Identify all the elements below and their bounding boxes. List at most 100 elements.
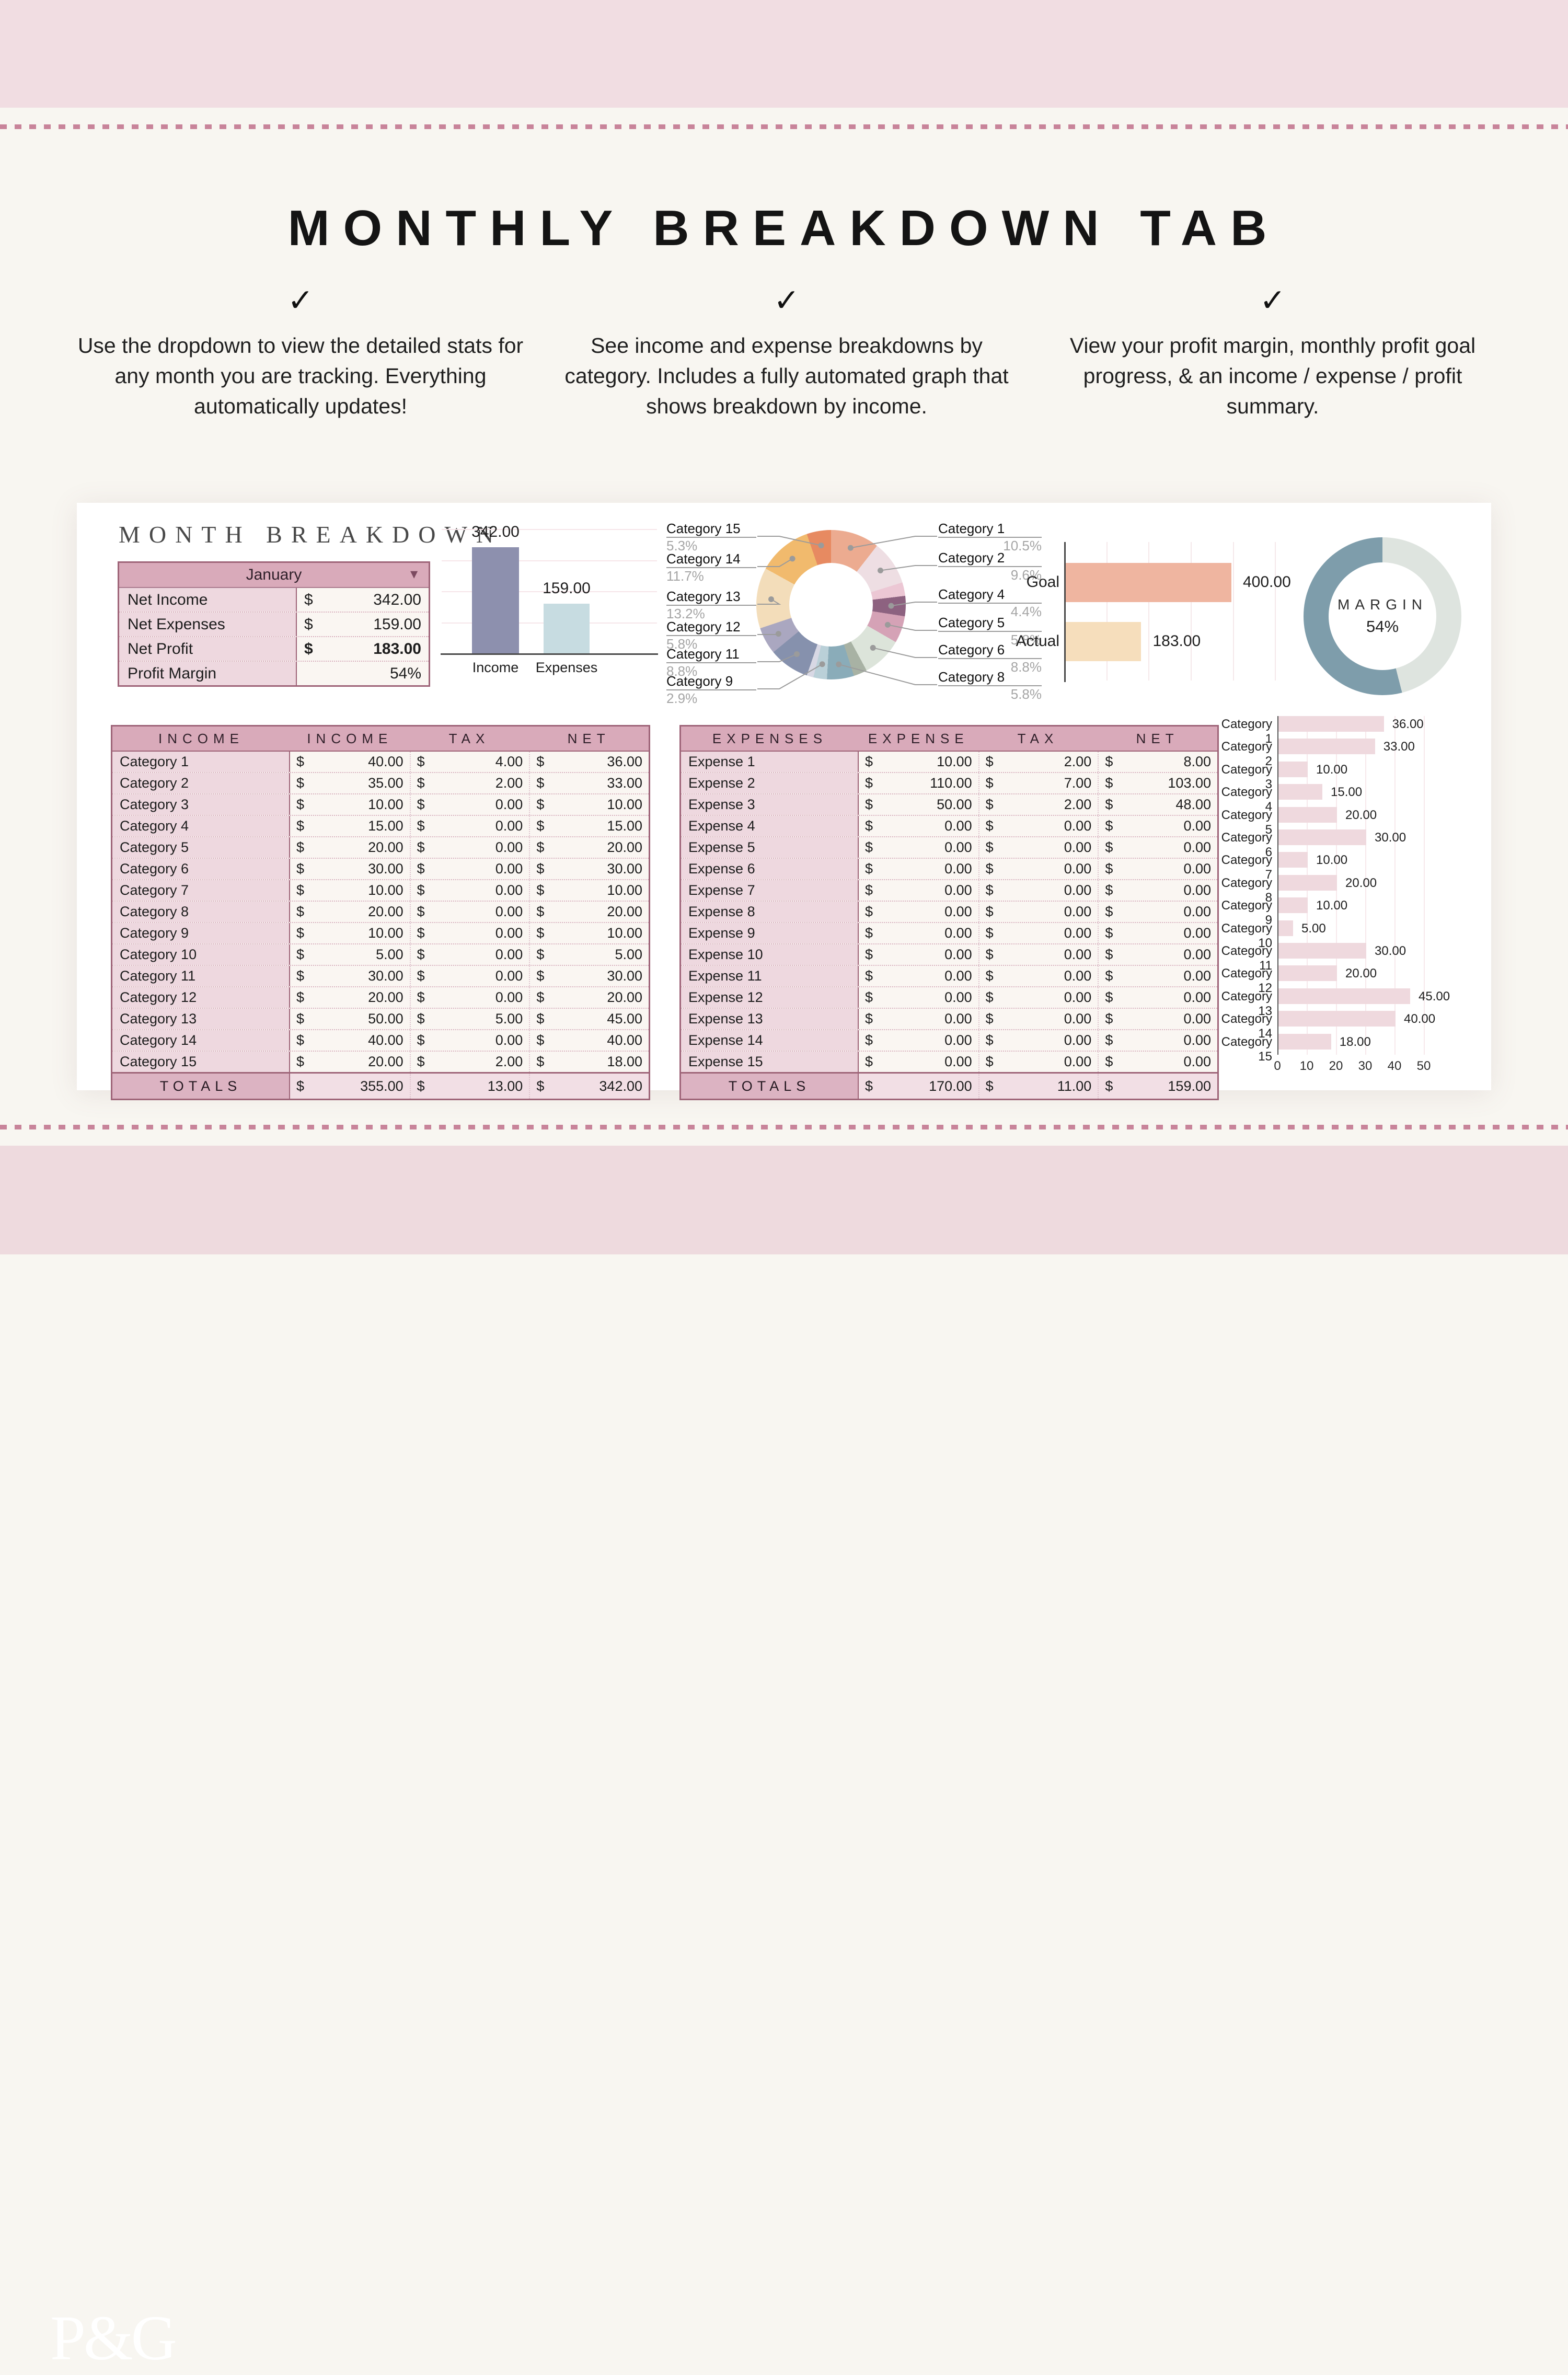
amount-cell: $110.00 (859, 773, 978, 793)
row-label-cell: Expense 11 (681, 966, 859, 986)
amount-value: 20.00 (368, 839, 403, 855)
axis-category-label: Goal (1026, 573, 1059, 591)
donut-label-category-5: Category 5 5.8% (938, 616, 1042, 647)
currency-symbol: $ (536, 754, 545, 769)
donut-label-name: Category 6 (938, 642, 1005, 658)
gridline (1191, 542, 1192, 681)
currency-symbol: $ (296, 839, 305, 855)
bar-category-label: Category 7 (1221, 853, 1272, 882)
amount-cell: $5.00 (409, 1009, 529, 1029)
currency-symbol: $ (296, 989, 305, 1005)
currency-symbol: $ (417, 1011, 425, 1027)
amount-cell: $5.00 (290, 944, 410, 965)
totals-amount-cell: $159.00 (1098, 1074, 1217, 1099)
row-label-cell: Expense 13 (681, 1009, 859, 1029)
column-header: INCOME (158, 730, 244, 746)
amount-value: 0.00 (495, 904, 523, 919)
donut-label-pct: 9.6% (1010, 567, 1042, 583)
row-label-cell: Category 5 (112, 837, 290, 858)
amount-cell: $30.00 (529, 966, 649, 986)
table-row: Category 4 $15.00 $0.00 $15.00 (112, 815, 649, 836)
bar-value-label: 10.00 (1316, 762, 1348, 777)
x-axis-line (441, 653, 658, 655)
totals-amount-cell: $170.00 (859, 1074, 978, 1099)
amount-cell: $20.00 (529, 902, 649, 922)
donut-label-pct: 11.7% (666, 568, 704, 584)
currency-symbol: $ (296, 861, 305, 877)
donut-label-name: Category 4 (938, 586, 1005, 602)
currency-symbol: $ (417, 925, 425, 941)
currency-symbol: $ (985, 925, 994, 941)
month-dropdown[interactable]: January ▼ (119, 563, 429, 588)
spreadsheet-screenshot-card: MONTH BREAKDOWN January ▼ Net Income $342… (77, 503, 1491, 1100)
bar-category-8 (1278, 874, 1337, 891)
chevron-down-icon: ▼ (408, 567, 420, 582)
currency-symbol: $ (985, 839, 994, 855)
bar-value-label: 20.00 (1345, 966, 1377, 981)
amount-value: 2.00 (495, 775, 523, 791)
donut-label-category-2: Category 2 9.6% (938, 551, 1042, 582)
bar-category-15 (1278, 1033, 1331, 1050)
amount-value: 342.00 (599, 1078, 642, 1094)
bar-value-label: 5.00 (1301, 921, 1326, 936)
currency-symbol: $ (985, 882, 994, 898)
page-title: MONTHLY BREAKDOWN TAB (287, 200, 1281, 257)
amount-cell: $10.00 (529, 923, 649, 943)
row-label-cell: Expense 15 (681, 1052, 859, 1072)
donut-label-name: Category 11 (666, 646, 740, 662)
table-row: Expense 2 $110.00 $7.00 $103.00 (681, 772, 1217, 793)
table-row: Category 12 $20.00 $0.00 $20.00 (112, 986, 649, 1008)
category-donut-chart: Category 15 5.3% Category 14 11.7% Category … (652, 512, 1070, 721)
amount-value: 0.00 (1064, 904, 1092, 919)
amount-cell: $30.00 (290, 859, 410, 879)
amount-cell: $0.00 (409, 944, 529, 965)
column-header: NET (1136, 730, 1179, 746)
currency-symbol: $ (296, 968, 305, 984)
bar-category-14 (1278, 1011, 1396, 1027)
currency-symbol: $ (865, 775, 873, 791)
bar-category-13 (1278, 988, 1410, 1004)
amount-cell: $0.00 (859, 966, 978, 986)
amount-value: 0.00 (1183, 968, 1211, 984)
bar-value-label: 33.00 (1383, 740, 1415, 754)
row-label-cell: Expense 8 (681, 902, 859, 922)
donut-label-pct: 13.2% (666, 606, 705, 621)
amount-value: 0.00 (944, 882, 972, 898)
table-row: Expense 12 $0.00 $0.00 $0.00 (681, 986, 1217, 1008)
amount-cell: $0.00 (859, 837, 978, 858)
check-icon: ✓ (287, 283, 314, 318)
donut-label-pct: 8.8% (1010, 659, 1042, 675)
currency-symbol: $ (417, 904, 425, 919)
totals-row: TOTALS $355.00 $13.00 $342.00 (112, 1072, 649, 1099)
bar-value-label: 10.00 (1316, 898, 1348, 913)
column-header: EXPENSE (868, 730, 969, 746)
amount-cell: $0.00 (978, 923, 1098, 943)
amount-cell: $10.00 (290, 923, 410, 943)
amount-value: 0.00 (1064, 861, 1092, 877)
bar-value-label: 342.00 (471, 523, 520, 540)
bar-category-label: Category 6 (1221, 831, 1272, 859)
x-axis-tick-label: 50 (1416, 1059, 1431, 1073)
currency-symbol: $ (985, 968, 994, 984)
amount-value: 18.00 (607, 1054, 642, 1069)
donut-label-rule (938, 603, 1042, 604)
amount-cell: $5.00 (529, 944, 649, 965)
currency-symbol: $ (1105, 882, 1113, 898)
currency-symbol: $ (865, 882, 873, 898)
amount-value: 5.00 (615, 947, 642, 962)
amount-cell: $2.00 (978, 752, 1098, 772)
amount-cell: $0.00 (978, 837, 1098, 858)
table-row: Expense 9 $0.00 $0.00 $0.00 (681, 922, 1217, 943)
amount-value: 20.00 (607, 989, 642, 1005)
currency-symbol: $ (536, 861, 545, 877)
axis-category-label: Income (472, 660, 519, 675)
donut-label-category-12: Category 12 5.8% (666, 620, 756, 651)
row-label-cell: Expense 14 (681, 1030, 859, 1051)
amount-value: 48.00 (1175, 797, 1211, 812)
currency-symbol: $ (296, 775, 305, 791)
amount-cell: $40.00 (529, 1030, 649, 1051)
x-axis-tick-label: 30 (1358, 1059, 1373, 1073)
bar-category-12 (1278, 965, 1337, 982)
amount-value: 20.00 (368, 989, 403, 1005)
amount-value: 0.00 (495, 818, 523, 834)
